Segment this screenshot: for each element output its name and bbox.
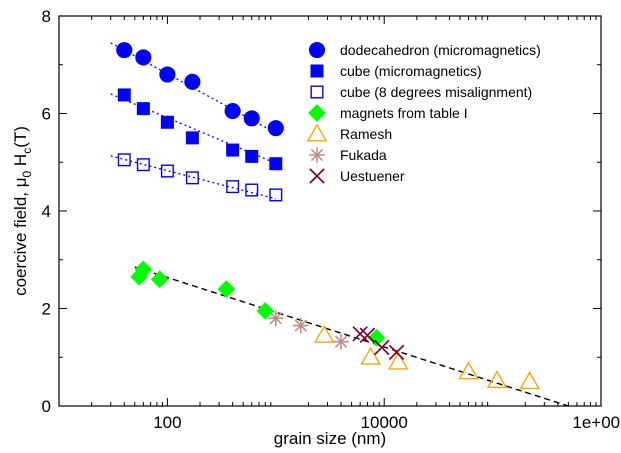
- legend-marker-uestuener: [309, 168, 325, 184]
- legend-label-dodecahedron-micromagnetics: dodecahedron (micromagnetics): [340, 42, 541, 58]
- y-axis-label: coercive field, μ0 Hc(T): [11, 126, 34, 296]
- legend-marker-cube-8-degrees-misalignment: [310, 85, 324, 99]
- legend-label-uestuener: Uestuener: [340, 168, 405, 184]
- point-cube-micromagnetics: [269, 157, 283, 171]
- point-cube-micromagnetics: [245, 149, 259, 163]
- point-dodecahedron-micromagnetics: [224, 103, 241, 120]
- point-fukada: [333, 333, 349, 350]
- point-cube-micromagnetics: [185, 131, 199, 145]
- y-axis-label-subc: c: [20, 148, 34, 154]
- point-fukada: [292, 317, 309, 334]
- point-dodecahedron-micromagnetics: [267, 120, 284, 137]
- legend-label-cube-8-degrees-misalignment: cube (8 degrees misalignment): [340, 84, 532, 100]
- fit-line-cube-8-degrees-misalignment: [110, 155, 276, 200]
- y-tick-label: 6: [42, 105, 51, 124]
- point-dodecahedron-micromagnetics: [135, 49, 152, 66]
- point-cube-8-degrees-misalignment: [160, 164, 174, 178]
- x-tick-label: 10000: [361, 413, 408, 432]
- x-axis-label: grain size (nm): [274, 429, 386, 448]
- x-tick-label: 1e+006: [572, 413, 621, 432]
- point-magnets-from-table-i: [217, 280, 236, 298]
- x-tick-label: 100: [153, 413, 181, 432]
- point-dodecahedron-micromagnetics: [116, 42, 133, 59]
- point-cube-micromagnetics: [160, 115, 174, 129]
- legend: dodecahedron (micromagnetics) cube (micro…: [306, 41, 541, 184]
- y-tick-label: 4: [42, 202, 51, 221]
- y-axis-label-tail: (T): [11, 126, 30, 148]
- legend-marker-fukada: [309, 147, 325, 163]
- legend-marker-magnets-from-table-i: [308, 104, 326, 122]
- point-ramesh: [486, 370, 508, 389]
- legend-label-magnets-from-table-i: magnets from table I: [340, 105, 468, 121]
- y-tick-label: 0: [42, 397, 51, 416]
- legend-marker-ramesh: [306, 123, 328, 142]
- point-dodecahedron-micromagnetics: [243, 110, 260, 127]
- legend-label-ramesh: Ramesh: [340, 126, 392, 142]
- point-ramesh: [313, 324, 335, 343]
- y-axis-label-mid: H: [11, 154, 30, 171]
- y-tick-label: 2: [42, 300, 51, 319]
- point-ramesh: [458, 361, 479, 380]
- point-dodecahedron-micromagnetics: [159, 66, 176, 83]
- point-cube-8-degrees-misalignment: [269, 188, 283, 202]
- legend-marker-cube-micromagnetics: [310, 64, 324, 78]
- y-axis-label-main: coercive field, μ: [11, 177, 30, 295]
- legend-label-fukada: Fukada: [340, 147, 387, 163]
- point-magnets-from-table-i: [150, 270, 169, 289]
- point-dodecahedron-micromagnetics: [184, 73, 201, 90]
- point-magnets-from-table-i: [134, 260, 153, 279]
- point-cube-8-degrees-misalignment: [185, 171, 199, 185]
- legend-label-cube-micromagnetics: cube (micromagnetics): [340, 63, 482, 79]
- y-axis-label-sub0: 0: [20, 170, 34, 177]
- point-cube-micromagnetics: [117, 88, 131, 102]
- point-cube-8-degrees-misalignment: [245, 183, 259, 197]
- point-uestuener: [388, 344, 405, 361]
- data-points: [116, 42, 541, 390]
- point-uestuener: [374, 339, 390, 356]
- point-magnets-from-table-i: [367, 328, 386, 347]
- fit-line-magnets-from-table-i: [134, 266, 569, 407]
- point-cube-micromagnetics: [136, 102, 150, 116]
- point-cube-8-degrees-misalignment: [117, 153, 131, 167]
- point-cube-micromagnetics: [226, 143, 240, 157]
- point-ramesh: [360, 346, 381, 365]
- point-uestuener: [359, 327, 376, 344]
- point-ramesh: [388, 351, 409, 370]
- point-ramesh: [519, 371, 541, 390]
- point-fukada: [268, 310, 284, 327]
- point-cube-8-degrees-misalignment: [226, 180, 240, 194]
- plot-frame: [58, 15, 602, 407]
- legend-marker-dodecahedron-micromagnetics: [308, 41, 326, 59]
- point-magnets-from-table-i: [256, 302, 275, 320]
- y-tick-label: 8: [42, 7, 51, 26]
- point-cube-8-degrees-misalignment: [136, 158, 150, 172]
- axis-ticks: 100 10000 1e+006 0 2 4 6 8: [42, 7, 621, 432]
